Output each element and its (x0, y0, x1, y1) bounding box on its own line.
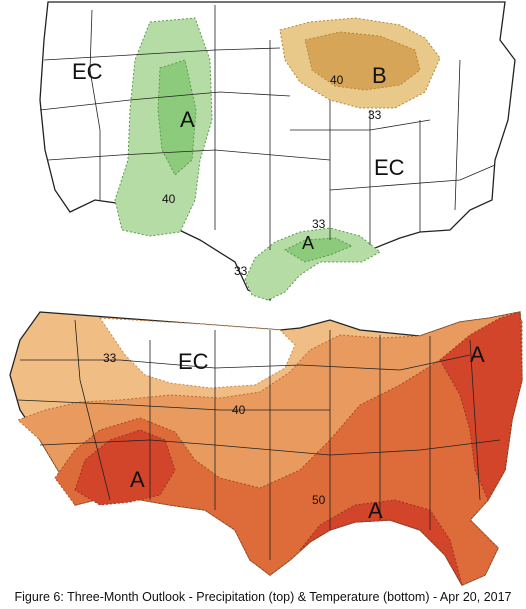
temp-ec-region (99, 317, 296, 389)
temp-ec-north: EC (178, 349, 209, 374)
temp-state-lines (17, 319, 501, 560)
precip-above-plains-40 (157, 59, 197, 176)
precip-b-lakes: B (372, 63, 387, 88)
temp-40-north: 40 (232, 403, 246, 417)
precip-a-plains: A (180, 107, 195, 132)
temp-60-gulf (299, 499, 463, 586)
temp-a-sw: A (130, 467, 145, 492)
precip-ec-east: EC (374, 155, 405, 180)
precip-40-plains: 40 (162, 192, 176, 206)
precip-state-lines (39, 5, 496, 250)
precip-ec-west: EC (72, 59, 103, 84)
figure-caption: Figure 6: Three-Month Outlook - Precipit… (14, 590, 512, 604)
temp-a-gulf: A (368, 498, 383, 523)
precip-33-gulf-s: 33 (234, 264, 248, 278)
precip-a-gulf: A (302, 233, 314, 253)
precip-33-lakes: 33 (368, 108, 382, 122)
precip-33-gulf-n: 33 (312, 217, 326, 231)
precip-above-gulf-40 (283, 237, 354, 263)
temp-33-nw: 33 (103, 351, 117, 365)
precipitation-map: EC EC A B A 40 40 33 33 33 (39, 1, 516, 301)
precip-40-lakes: 40 (330, 73, 344, 87)
precip-below-lakes-40 (304, 31, 421, 91)
outlook-figure: EC EC A B A 40 40 33 33 33 (9, 1, 523, 586)
temp-60-ne (439, 311, 523, 502)
temp-a-ne: A (470, 342, 485, 367)
temperature-map: EC 33 40 A 50 A A (9, 311, 523, 586)
temp-50-south: 50 (312, 493, 326, 507)
